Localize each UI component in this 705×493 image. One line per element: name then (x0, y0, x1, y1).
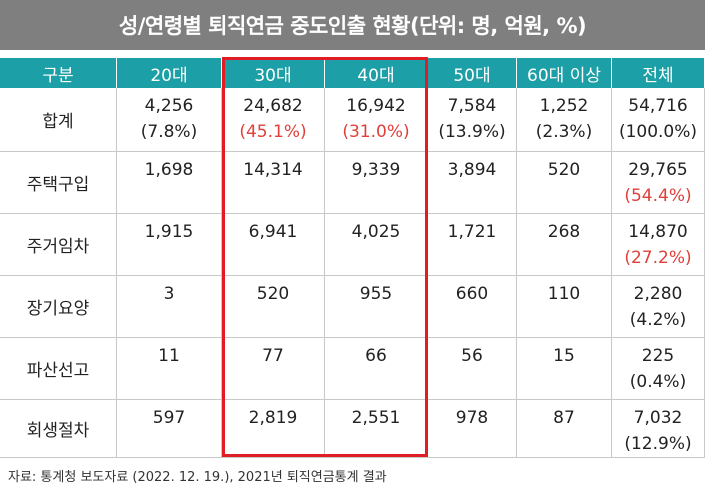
cell-value: 9,339 (351, 160, 401, 180)
cell-value: 14,870 (628, 222, 688, 242)
title-bar: 성/연령별 퇴직연금 중도인출 현황(단위: 명, 억원, %) (0, 0, 705, 50)
data-cell: 7,032 (12.9%) (612, 400, 705, 458)
cell-value: 2,819 (248, 408, 298, 428)
cell-value: 66 (365, 346, 387, 366)
header-cell: 20대 (117, 58, 222, 88)
data-cell: 520 (222, 276, 325, 338)
data-cell: 7,584 (13.9%) (428, 88, 517, 152)
cell-value: 2,551 (351, 408, 401, 428)
cell-share: (31.0%) (342, 122, 410, 142)
data-cell: 1,915 (117, 214, 222, 276)
cell-value: 110 (547, 284, 581, 304)
cell-value: 1,721 (447, 222, 497, 242)
data-cell: 16,942 (31.0%) (325, 88, 428, 152)
row-label: 파산선고 (0, 338, 117, 400)
cell-value: 7,032 (633, 408, 683, 428)
data-cell: 4,256 (7.8%) (117, 88, 222, 152)
data-cell: 1,252 (2.3%) (517, 88, 612, 152)
data-cell: 1,698 (117, 152, 222, 214)
cell-value: 268 (547, 222, 581, 242)
data-cell: 87 (517, 400, 612, 458)
data-cell: 660 (428, 276, 517, 338)
cell-value: 15 (553, 346, 575, 366)
cell-value: 14,314 (243, 160, 303, 180)
cell-value: 955 (359, 284, 393, 304)
cell-value: 2,280 (633, 284, 683, 304)
header-cell: 60대 이상 (517, 58, 612, 88)
data-cell: 110 (517, 276, 612, 338)
cell-value: 54,716 (628, 96, 688, 116)
cell-value: 77 (262, 346, 284, 366)
row-label: 주택구입 (0, 152, 117, 214)
data-cell: 225 (0.4%) (612, 338, 705, 400)
data-cell: 77 (222, 338, 325, 400)
header-cell: 전체 (612, 58, 705, 88)
cell-share: (7.8%) (140, 122, 198, 142)
row-label: 회생절차 (0, 400, 117, 458)
data-cell: 3,894 (428, 152, 517, 214)
row-label: 주거임차 (0, 214, 117, 276)
data-cell: 268 (517, 214, 612, 276)
data-cell: 6,941 (222, 214, 325, 276)
data-cell: 3 (117, 276, 222, 338)
data-cell: 14,314 (222, 152, 325, 214)
cell-share: (4.2%) (629, 310, 687, 330)
data-cell: 24,682 (45.1%) (222, 88, 325, 152)
data-cell: 14,870 (27.2%) (612, 214, 705, 276)
cell-share: (13.9%) (438, 122, 506, 142)
row-label: 합계 (0, 88, 117, 152)
header-cell: 구분 (0, 58, 117, 88)
cell-value: 11 (158, 346, 180, 366)
cell-value: 1,915 (144, 222, 194, 242)
cell-value: 3,894 (447, 160, 497, 180)
cell-share: (12.9%) (624, 434, 692, 454)
data-cell: 56 (428, 338, 517, 400)
data-cell: 597 (117, 400, 222, 458)
data-cell: 520 (517, 152, 612, 214)
cell-value: 87 (553, 408, 575, 428)
cell-value: 520 (256, 284, 290, 304)
cell-value: 1,252 (539, 96, 589, 116)
data-cell: 11 (117, 338, 222, 400)
cell-value: 56 (461, 346, 483, 366)
cell-value: 225 (641, 346, 675, 366)
data-cell: 2,280 (4.2%) (612, 276, 705, 338)
cell-share: (2.3%) (535, 122, 593, 142)
row-label: 장기요양 (0, 276, 117, 338)
cell-value: 24,682 (243, 96, 303, 116)
data-cell: 2,819 (222, 400, 325, 458)
data-cell: 54,716 (100.0%) (612, 88, 705, 152)
cell-value: 6,941 (248, 222, 298, 242)
cell-value: 16,942 (346, 96, 406, 116)
cell-value: 1,698 (144, 160, 194, 180)
cell-share: (45.1%) (239, 122, 307, 142)
data-cell: 1,721 (428, 214, 517, 276)
cell-value: 29,765 (628, 160, 688, 180)
data-cell: 29,765 (54.4%) (612, 152, 705, 214)
cell-value: 597 (152, 408, 186, 428)
cell-share: (27.2%) (624, 248, 692, 268)
cell-value: 660 (455, 284, 489, 304)
header-cell: 50대 (428, 58, 517, 88)
highlight-box (222, 57, 428, 457)
cell-value: 3 (163, 284, 175, 304)
cell-value: 4,256 (144, 96, 194, 116)
data-cell: 978 (428, 400, 517, 458)
cell-share: (100.0%) (618, 122, 698, 142)
data-cell: 15 (517, 338, 612, 400)
header-cell: 30대 (222, 58, 325, 88)
cell-share: (0.4%) (629, 372, 687, 392)
cell-value: 7,584 (447, 96, 497, 116)
source-note: 자료: 통계청 보도자료 (2022. 12. 19.), 2021년 퇴직연금… (8, 470, 387, 485)
cell-share: (54.4%) (624, 186, 692, 206)
cell-value: 520 (547, 160, 581, 180)
cell-value: 4,025 (351, 222, 401, 242)
cell-value: 978 (455, 408, 489, 428)
